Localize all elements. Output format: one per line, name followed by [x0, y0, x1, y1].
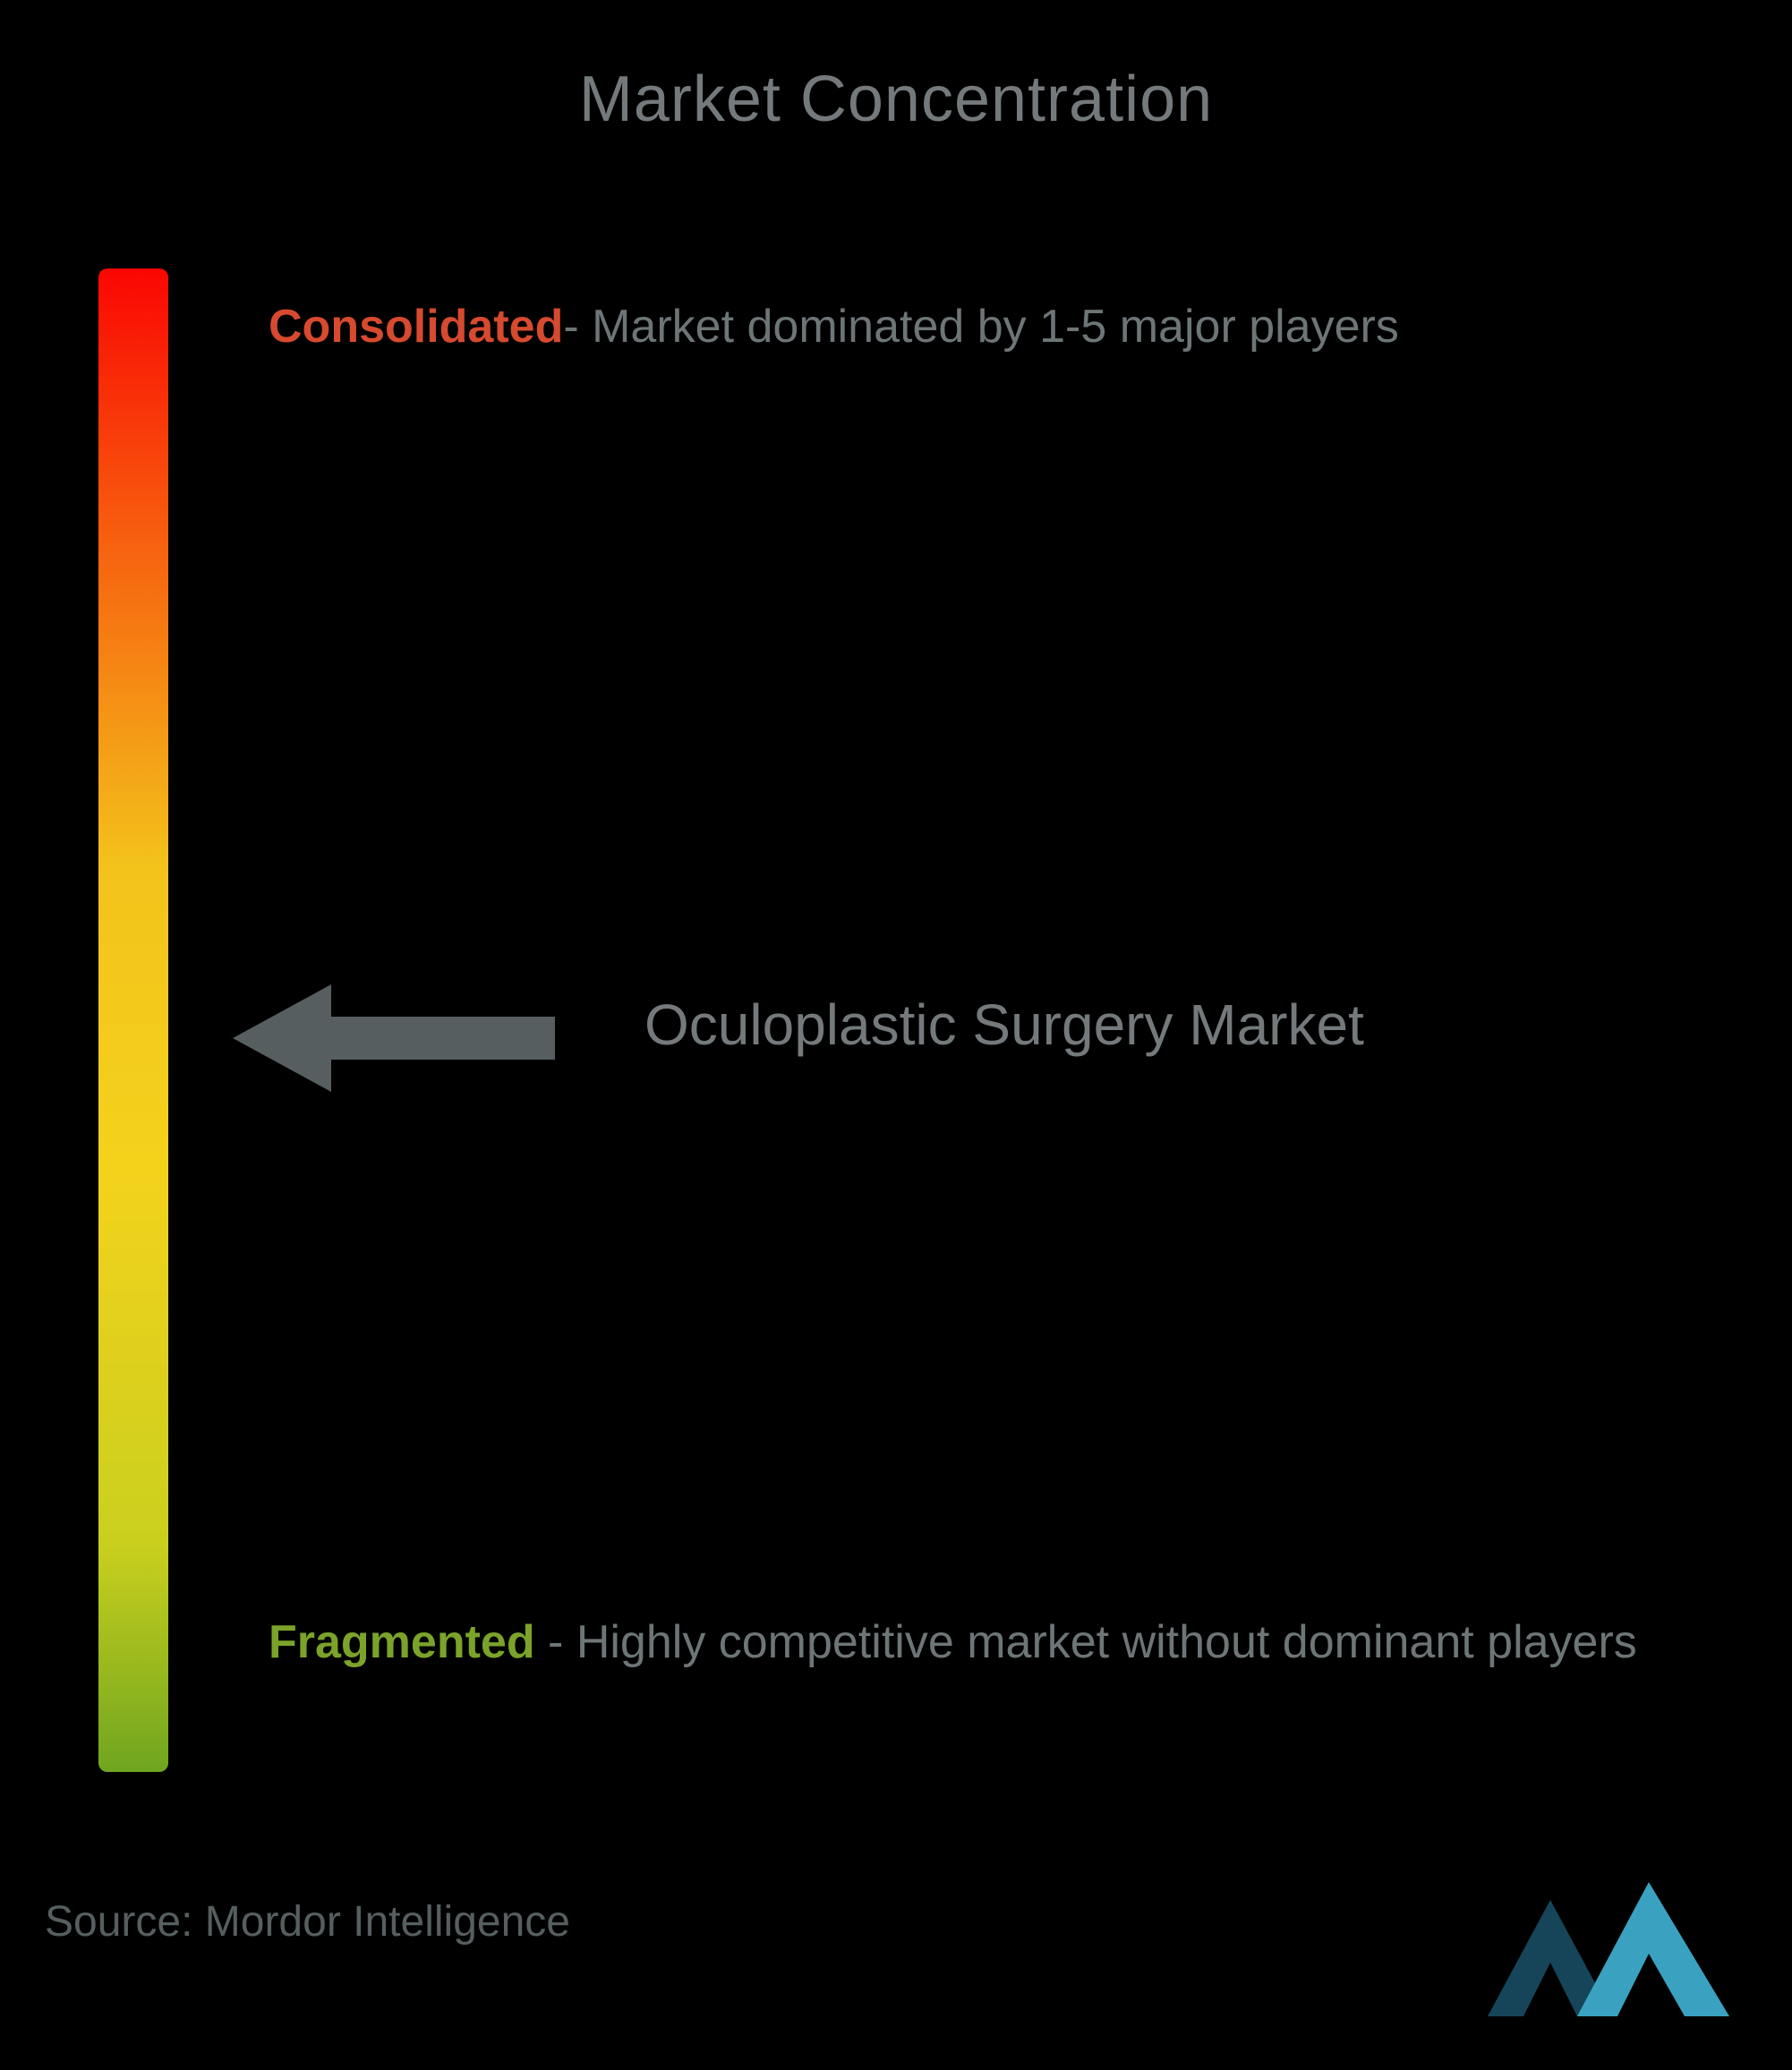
arrow-icon — [233, 984, 555, 1092]
fragmented-description: - Highly competitive market without domi… — [535, 1616, 1637, 1668]
brand-logo-icon — [1470, 1846, 1738, 2016]
consolidated-description: - Market dominated by 1-5 major players — [563, 301, 1399, 353]
chart-title: Market Concentration — [0, 63, 1792, 136]
source-attribution: Source: Mordor Intelligence — [45, 1897, 570, 1946]
consolidated-label: Consolidated- Market dominated by 1-5 ma… — [269, 283, 1611, 371]
brand-logo — [1470, 1846, 1738, 2016]
market-name-label: Oculoplastic Surgery Market — [644, 992, 1364, 1058]
consolidated-keyword: Consolidated — [269, 301, 563, 353]
concentration-gradient-bar — [98, 268, 168, 1772]
pointer-arrow — [233, 984, 555, 1092]
fragmented-label: Fragmented - Highly competitive market w… — [269, 1598, 1665, 1687]
fragmented-keyword: Fragmented — [269, 1616, 535, 1668]
